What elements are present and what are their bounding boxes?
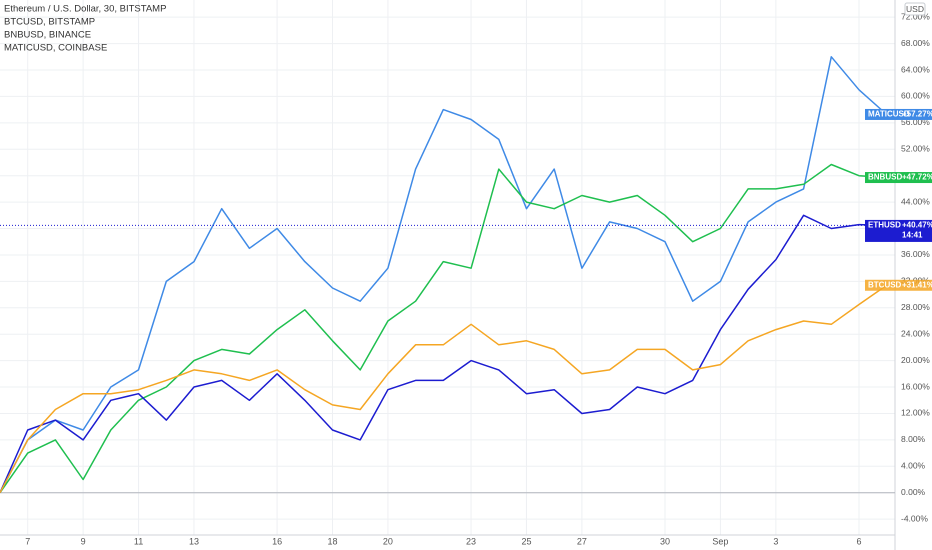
x-tick-label: 7 — [25, 536, 30, 546]
x-tick-label: 6 — [856, 536, 861, 546]
countdown: 14:41 — [902, 231, 923, 240]
series-tag-value: +40.47% — [902, 221, 932, 230]
y-tick-label: 28.00% — [901, 302, 930, 312]
legend-entry: MATICUSD, COINBASE — [4, 43, 107, 54]
y-tick-label: 16.00% — [901, 381, 930, 391]
y-tick-label: 72.00% — [901, 11, 930, 21]
x-tick-label: 25 — [521, 536, 531, 546]
series-tag-name: BTCUSD — [868, 280, 902, 289]
x-tick-label: Sep — [712, 536, 728, 546]
y-tick-label: 12.00% — [901, 408, 930, 418]
y-tick-label: 68.00% — [901, 38, 930, 48]
y-tick-label: 4.00% — [901, 461, 926, 471]
x-tick-label: 13 — [189, 536, 199, 546]
y-tick-label: 20.00% — [901, 355, 930, 365]
series-line — [0, 56, 888, 494]
series-tag-name: ETHUSD — [868, 221, 901, 230]
x-tick-label: 3 — [773, 536, 778, 546]
x-tick-label: 23 — [466, 536, 476, 546]
x-tick-label: 18 — [327, 536, 337, 546]
series-line — [0, 214, 887, 494]
y-tick-label: -4.00% — [901, 513, 928, 523]
series-tag-name: BNBUSD — [868, 173, 902, 182]
x-tick-label: 9 — [81, 536, 86, 546]
series-tag-value: +57.27% — [902, 110, 932, 119]
y-tick-label: 0.00% — [901, 487, 926, 497]
series-tag — [865, 219, 932, 242]
legend-entry: BTCUSD, BITSTAMP — [4, 17, 95, 28]
series-tag-value: +47.72% — [902, 173, 932, 182]
unit-box — [904, 2, 926, 16]
y-tick-label: 44.00% — [901, 196, 930, 206]
series-tag — [865, 108, 932, 120]
y-tick-label: 64.00% — [901, 64, 930, 74]
x-tick-label: 11 — [134, 536, 143, 546]
y-tick-label: 52.00% — [901, 144, 930, 154]
unit-label: USD — [906, 4, 924, 14]
x-tick-label: 16 — [272, 536, 282, 546]
series-tag — [865, 279, 932, 291]
series-line — [0, 163, 887, 494]
y-tick-label: 8.00% — [901, 434, 926, 444]
series-line — [0, 284, 888, 494]
series-tag — [865, 172, 932, 184]
x-tick-label: 20 — [383, 536, 393, 546]
legend-title: Ethereum / U.S. Dollar, 30, BITSTAMP — [4, 4, 166, 15]
y-tick-label: 56.00% — [901, 117, 930, 127]
legend-entry: BNBUSD, BINANCE — [4, 30, 91, 41]
x-tick-label: 27 — [577, 536, 587, 546]
series-tag-value: +31.41% — [902, 280, 932, 289]
y-tick-label: 24.00% — [901, 328, 930, 338]
y-tick-label: 60.00% — [901, 91, 930, 101]
x-tick-label: 30 — [660, 536, 670, 546]
series-tag-name: MATICUSD — [868, 110, 910, 119]
y-tick-label: 36.00% — [901, 249, 930, 259]
